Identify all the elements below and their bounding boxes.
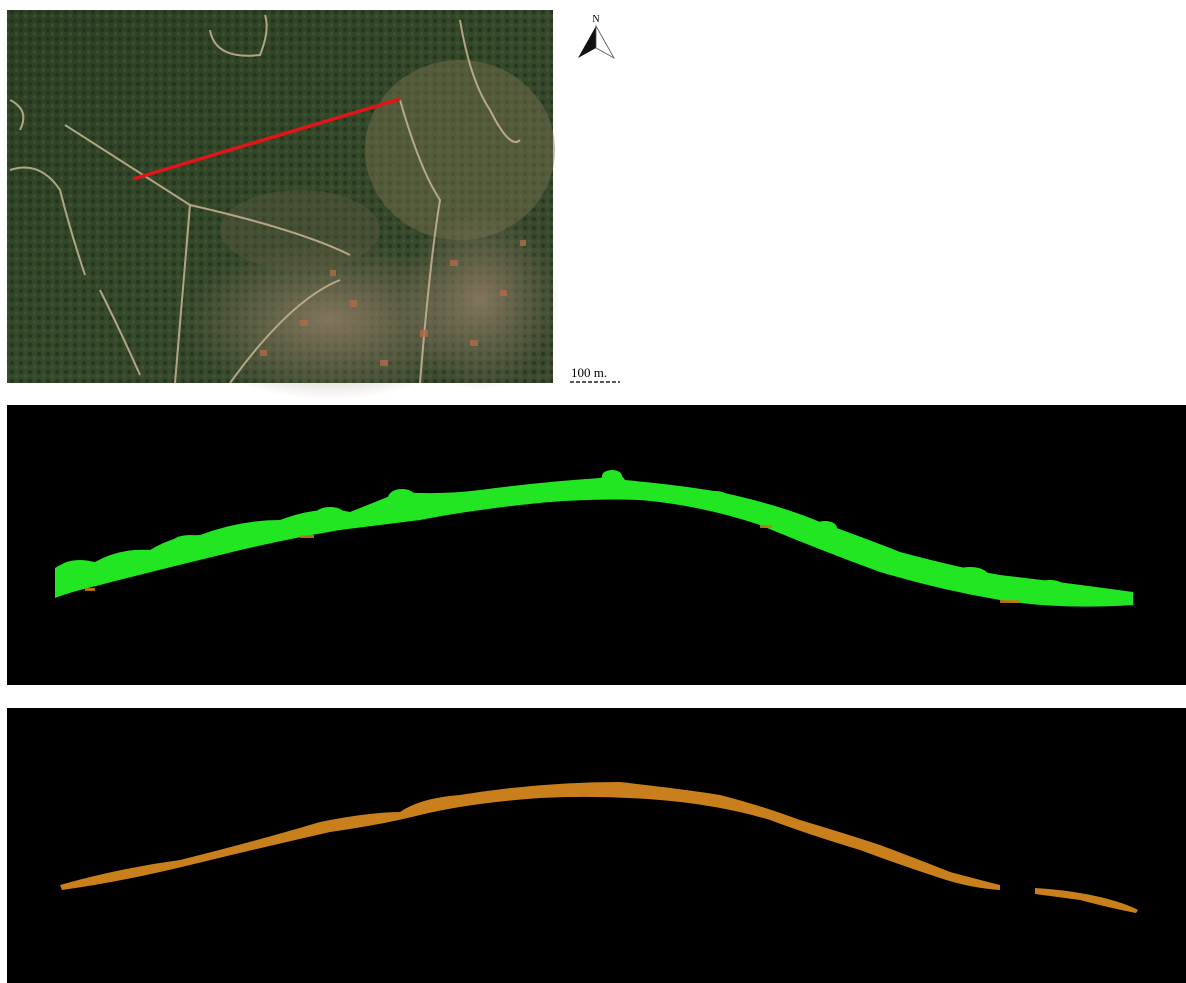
north-arrow: N <box>578 14 614 58</box>
north-label: N <box>592 14 599 25</box>
aerial-image <box>7 10 560 400</box>
scale-bar: 100 m. <box>570 365 620 382</box>
scale-label: 100 m. <box>571 365 607 380</box>
figure: N 100 m. (() => { const data = JSON.pars… <box>0 0 1186 983</box>
lidar-profile-vegetation <box>7 405 1186 685</box>
lidar-profile-ground <box>7 708 1186 983</box>
